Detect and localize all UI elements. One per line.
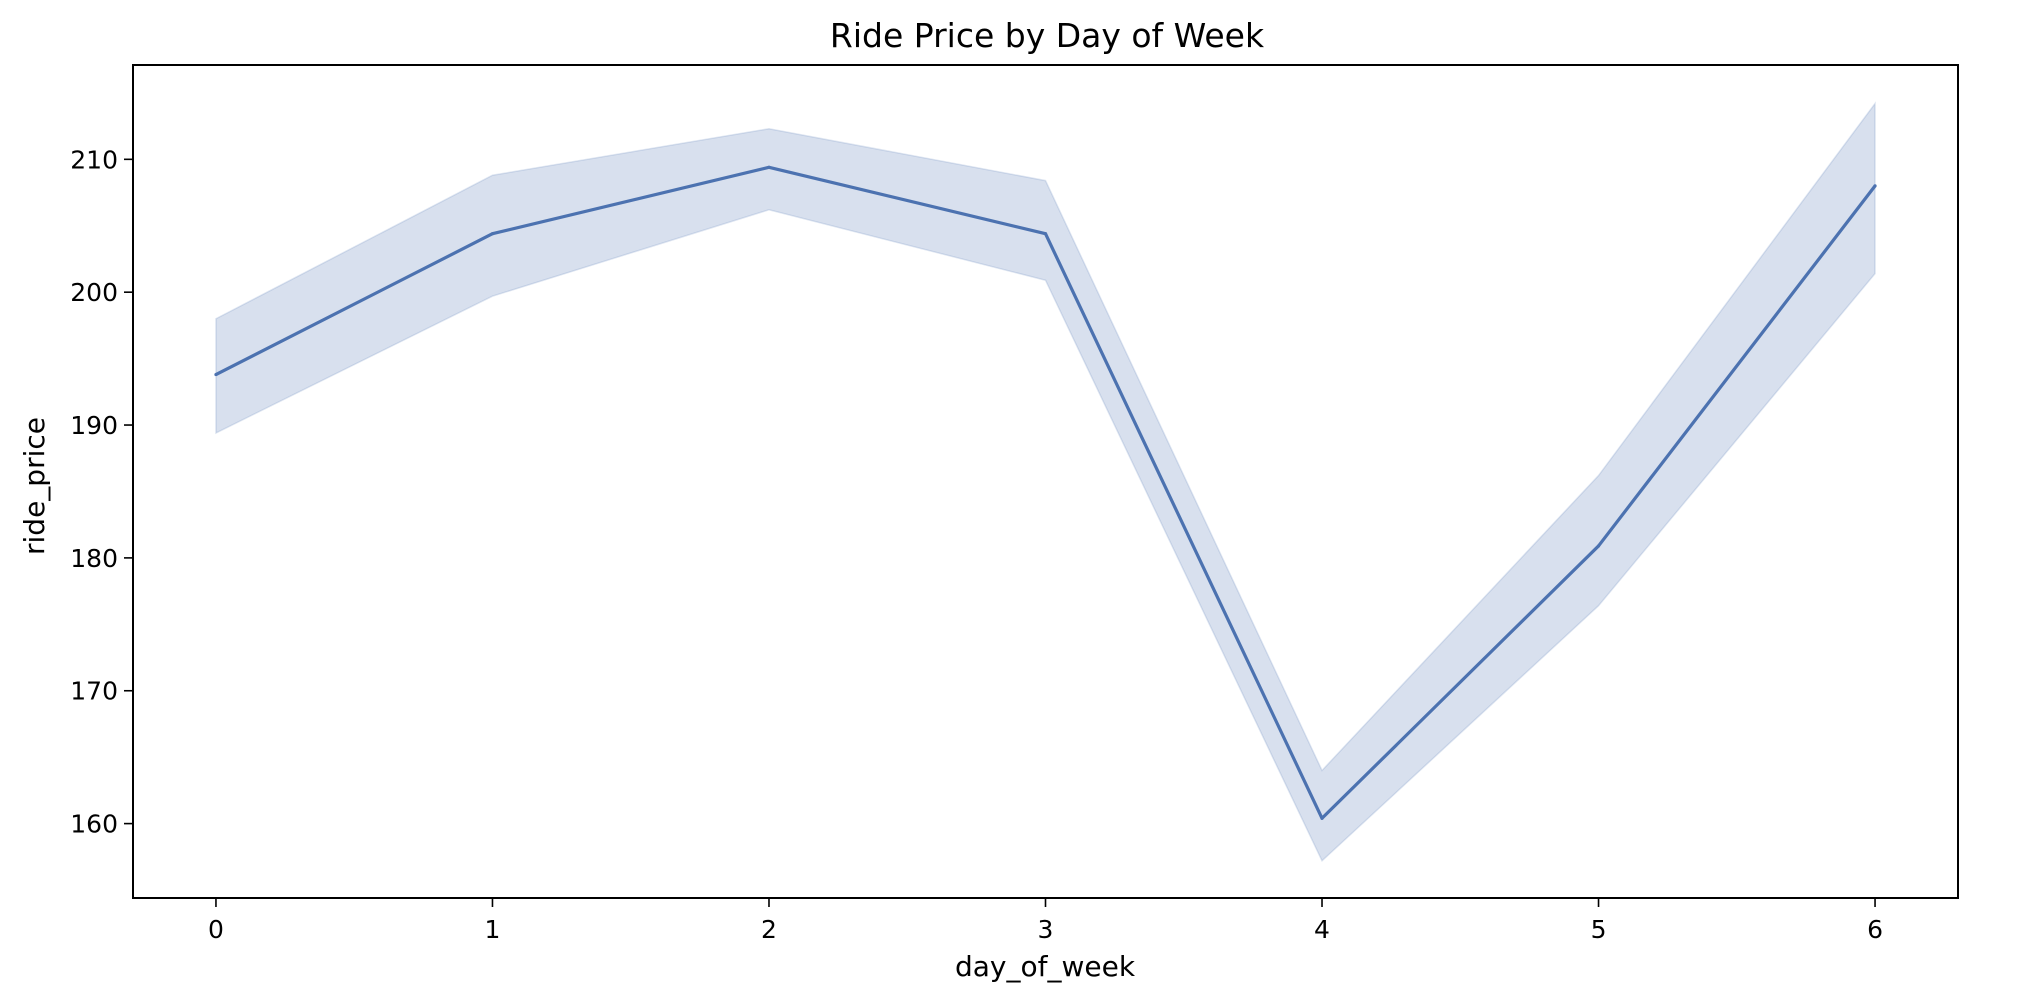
confidence-band [215, 101, 1876, 863]
x-tick-label: 4 [1314, 915, 1330, 944]
x-tick-label: 1 [485, 915, 501, 944]
x-axis: 0 1 2 3 4 5 6 [208, 898, 1883, 944]
data-point [1320, 816, 1324, 820]
x-tick-label: 5 [1591, 915, 1607, 944]
y-tick-label: 170 [70, 677, 118, 706]
y-tick-label: 180 [70, 544, 118, 573]
data-point [767, 165, 771, 169]
x-tick-label: 6 [1867, 915, 1883, 944]
y-axis: 160 170 180 190 200 210 [70, 145, 133, 839]
x-axis-label: day_of_week [955, 950, 1136, 983]
y-tick-label: 200 [70, 278, 118, 307]
data-point [1043, 232, 1048, 236]
x-tick-label: 2 [761, 915, 777, 944]
data-point [1596, 544, 1601, 548]
y-tick-label: 190 [70, 411, 118, 440]
data-point [490, 232, 495, 236]
chart-title: Ride Price by Day of Week [830, 16, 1265, 55]
x-tick-label: 0 [208, 915, 224, 944]
data-point [1873, 184, 1877, 188]
y-tick-label: 210 [70, 145, 118, 174]
y-axis-label: ride_price [18, 417, 51, 555]
x-tick-label: 3 [1038, 915, 1054, 944]
y-tick-label: 160 [70, 810, 118, 839]
data-point [214, 372, 218, 377]
plot-area [214, 101, 1877, 863]
